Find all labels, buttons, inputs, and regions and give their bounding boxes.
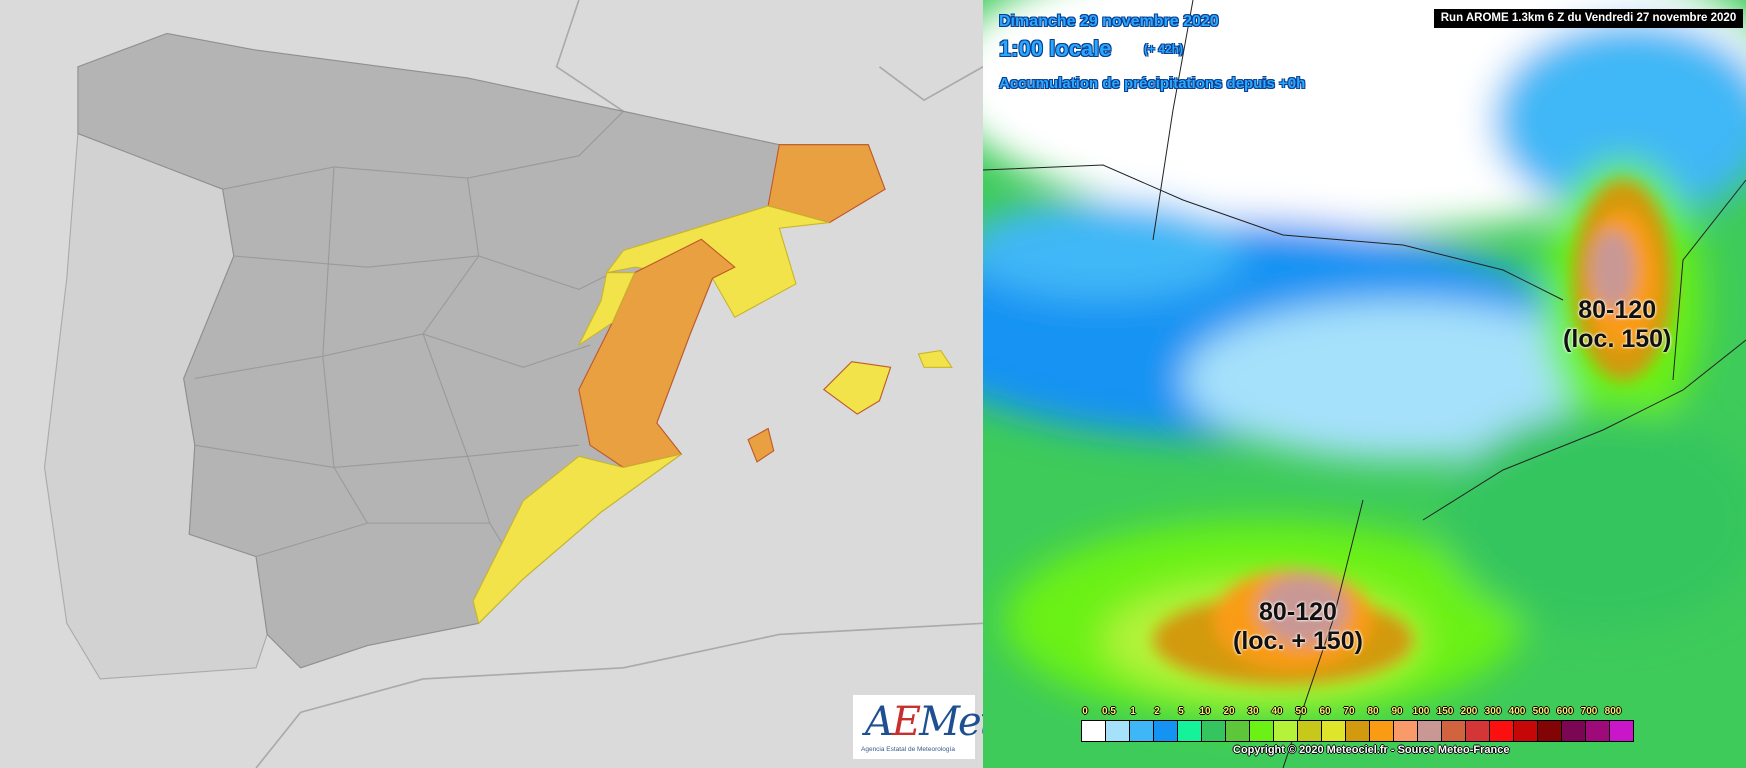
legend-tick: 80 xyxy=(1367,706,1379,717)
legend-swatch xyxy=(1226,721,1250,741)
legend-tick: 400 xyxy=(1508,706,1526,717)
forecast-time: 1:00 locale xyxy=(999,36,1112,61)
north-africa-coast xyxy=(255,622,983,768)
legend-ticks: 0 0.5 1 2 5 10 20 30 40 50 60 70 80 90 100 150 200 300 400… xyxy=(1081,706,1621,718)
legend-swatch xyxy=(1178,721,1202,741)
annotation-range: 80-120 xyxy=(1259,598,1337,626)
legend-swatch xyxy=(1274,721,1298,741)
legend-tick: 90 xyxy=(1391,706,1403,717)
legend-swatch xyxy=(1370,721,1394,741)
legend-tick: 40 xyxy=(1271,706,1283,717)
legend-swatch xyxy=(1250,721,1274,741)
aemet-warning-map: AEMet Agencia Estatal de Meteorología xyxy=(43,0,996,768)
legend-swatch xyxy=(1562,721,1586,741)
warning-orange-ibiza xyxy=(747,427,775,463)
legend-tick: 5 xyxy=(1178,706,1184,717)
copyright: Copyright © 2020 Meteociel.fr - Source M… xyxy=(1233,744,1510,756)
warning-yellow-mallorca xyxy=(822,361,892,415)
coastline-france xyxy=(555,0,983,112)
legend-tick: 600 xyxy=(1556,706,1574,717)
legend-tick: 70 xyxy=(1343,706,1355,717)
model-run-label: Run AROME 1.3km 6 Z du Vendredi 27 novem… xyxy=(1434,9,1743,28)
legend-tick: 50 xyxy=(1295,706,1307,717)
legend-tick: 700 xyxy=(1580,706,1598,717)
annotation-note: (loc. + 150) xyxy=(1233,627,1363,655)
legend-swatch xyxy=(1538,721,1562,741)
legend-swatch xyxy=(1394,721,1418,741)
forecast-lead-time: (+ 42h) xyxy=(1144,42,1184,56)
annotation-south: 80-120 (loc. + 150) xyxy=(1233,598,1363,656)
legend-tick: 500 xyxy=(1532,706,1550,717)
legend-tick: 200 xyxy=(1460,706,1478,717)
aemet-logo: AEMet Agencia Estatal de Meteorología xyxy=(853,695,996,759)
precipitation-legend xyxy=(1081,720,1634,742)
annotation-note: (loc. 150) xyxy=(1563,325,1672,353)
legend-tick: 1 xyxy=(1130,706,1136,717)
aemet-logo-subtitle: Agencia Estatal de Meteorología xyxy=(861,746,955,753)
legend-tick: 0.5 xyxy=(1102,706,1116,717)
legend-tick: 2 xyxy=(1154,706,1160,717)
legend-tick: 0 xyxy=(1082,706,1088,717)
legend-tick: 30 xyxy=(1247,706,1259,717)
legend-swatch xyxy=(1346,721,1370,741)
legend-swatch xyxy=(1154,721,1178,741)
annotation-east: 80-120 (loc. 150) xyxy=(1563,296,1671,354)
aemet-logo-mark: AEMet xyxy=(865,699,996,745)
legend-tick: 10 xyxy=(1199,706,1211,717)
legend-swatch xyxy=(1082,721,1106,741)
legend-tick: 60 xyxy=(1319,706,1331,717)
warning-orange-catalonia xyxy=(767,144,886,224)
legend-tick: 800 xyxy=(1604,706,1622,717)
legend-swatch xyxy=(1514,721,1538,741)
legend-tick: 300 xyxy=(1484,706,1502,717)
legend-swatch xyxy=(1586,721,1610,741)
legend-tick: 150 xyxy=(1436,706,1454,717)
legend-swatch xyxy=(1442,721,1466,741)
annotation-range: 80-120 xyxy=(1578,296,1657,324)
legend-swatch xyxy=(1106,721,1130,741)
legend-swatch xyxy=(1130,721,1154,741)
legend-swatch xyxy=(1610,721,1633,741)
product-title: Accumulation de précipitations depuis +0… xyxy=(999,75,1306,92)
legend-swatch xyxy=(1418,721,1442,741)
legend-swatch xyxy=(1466,721,1490,741)
arome-precipitation-map: Dimanche 29 novembre 2020 1:00 locale (+… xyxy=(983,0,1746,768)
legend-tick: 20 xyxy=(1223,706,1235,717)
legend-swatch xyxy=(1322,721,1346,741)
warning-yellow-southeast xyxy=(472,453,682,625)
province-borders xyxy=(194,110,624,580)
legend-swatch xyxy=(1202,721,1226,741)
forecast-date: Dimanche 29 novembre 2020 xyxy=(999,13,1219,30)
legend-swatch xyxy=(1490,721,1514,741)
spain-map xyxy=(43,0,983,768)
borders xyxy=(983,0,1746,768)
legend-swatch xyxy=(1298,721,1322,741)
legend-tick: 100 xyxy=(1412,706,1430,717)
precipitation-field xyxy=(983,0,1746,768)
warning-yellow-menorca xyxy=(917,350,953,368)
warning-yellow-valencia-west xyxy=(577,272,636,347)
